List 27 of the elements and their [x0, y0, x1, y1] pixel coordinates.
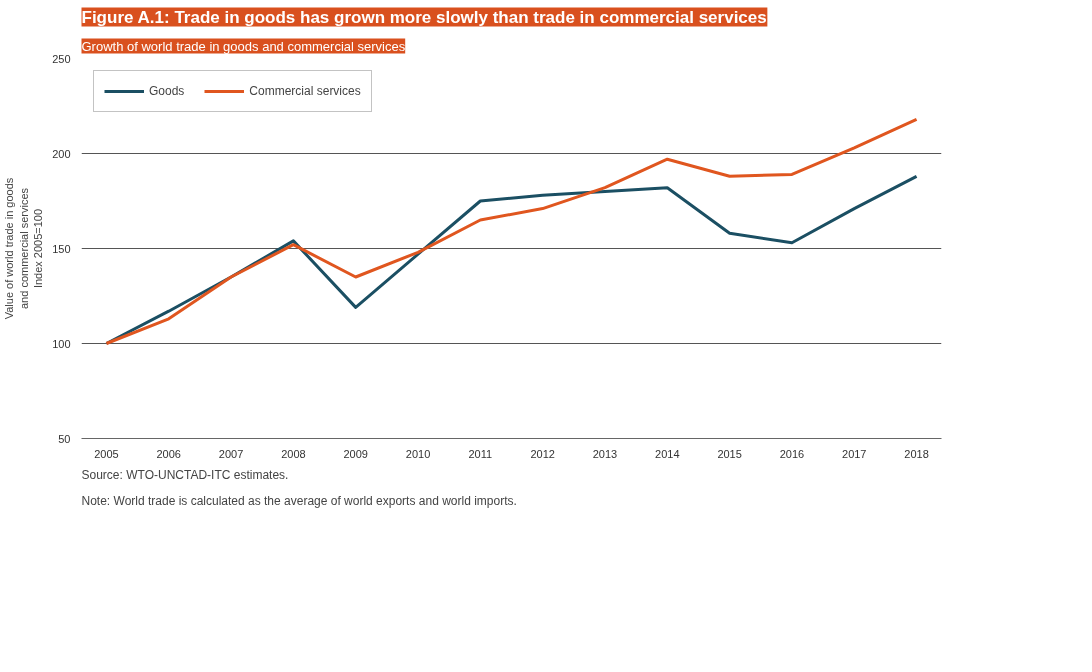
x-tick-label: 2014 — [655, 447, 680, 460]
y-tick-label: 250 — [52, 52, 71, 65]
x-tick-label: 2009 — [343, 447, 368, 460]
x-tick-label: 2006 — [156, 447, 181, 460]
x-tick-label: 2016 — [779, 447, 805, 460]
x-tick-label: 2012 — [530, 447, 555, 460]
y-tick-label: 200 — [52, 147, 71, 160]
text: Note: World trade is calculated as the average of world exports and world imports. — [81, 493, 517, 508]
y-axis-title: Value of world trade in goods and commercial services Index 2005=100 — [3, 177, 45, 320]
source-note: Source: WTO-UNCTAD-ITC estimates. — [81, 467, 289, 482]
chart-title: Figure A.1: Trade in goods has grown more slowly than trade in commercial services — [81, 7, 767, 27]
x-tick-label: 2013 — [592, 447, 618, 460]
line-series — [104, 117, 919, 345]
x-tick-label: 2017 — [842, 447, 867, 460]
x-tick-label: 2005 — [94, 447, 119, 460]
x-tick-label: 2018 — [904, 447, 929, 460]
x-tick-label: 2007 — [218, 447, 244, 460]
x-tick-label: 2015 — [717, 447, 742, 460]
legend-label: Commercial services — [249, 84, 361, 98]
y-tick-label: 100 — [52, 337, 71, 350]
x-tick-label: 2008 — [281, 447, 306, 460]
legend-label: Goods — [149, 84, 185, 98]
y-tick-label: 150 — [52, 242, 71, 255]
y-tick-label: 50 — [58, 432, 71, 445]
chart-subtitle: Growth of world trade in goods and commercial services — [81, 38, 406, 54]
x-tick-label: 2010 — [405, 447, 431, 460]
x-tick-label: 2011 — [468, 447, 493, 460]
